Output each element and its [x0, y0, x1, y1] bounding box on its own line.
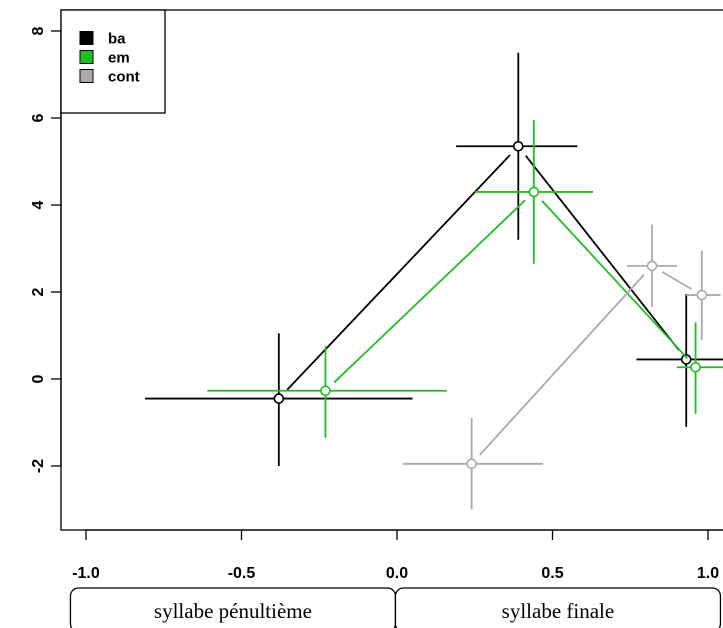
data-point [680, 354, 692, 365]
y-tick-label: 0 [30, 374, 47, 383]
x-tick-label: -1.0 [72, 565, 100, 582]
y-tick-label: 2 [30, 287, 47, 296]
legend-label: em [108, 50, 130, 67]
series-line [333, 199, 526, 384]
series-layer [145, 52, 723, 510]
data-point [696, 289, 708, 301]
data-point [320, 385, 331, 397]
series-ba [145, 52, 723, 466]
segment-box [394, 587, 722, 628]
series-line [541, 200, 689, 360]
legend: ba em cont [60, 9, 166, 114]
series-line [479, 274, 645, 456]
y-tick-label: 4 [30, 200, 47, 209]
y-tick-label: 6 [30, 113, 47, 122]
legend-swatch [79, 69, 94, 83]
data-point [512, 140, 524, 152]
x-tick-label: 1.0 [697, 565, 719, 582]
legend-box [60, 9, 166, 114]
series-cont [403, 224, 721, 510]
series-line [286, 154, 511, 391]
y-tick-label: -2 [30, 459, 47, 473]
data-point [646, 260, 658, 272]
data-point [466, 458, 477, 470]
series-line [661, 271, 692, 290]
series-line [525, 155, 680, 351]
data-point [273, 393, 285, 404]
y-tick-label: 8 [30, 26, 47, 35]
legend-label: cont [108, 69, 140, 86]
x-tick-label: 0.5 [541, 565, 563, 582]
syllable-segments: syllabe pénultième syllabe finale [69, 587, 722, 628]
segment-label: syllabe pénultième [154, 599, 312, 623]
data-point [528, 186, 540, 198]
legend-label: ba [108, 31, 126, 48]
y-axis: -2 0 2 4 6 8 [30, 26, 62, 473]
legend-swatch [79, 31, 94, 45]
segment-label: syllabe finale [502, 599, 615, 623]
data-point [690, 361, 701, 373]
x-tick-label: 0.0 [386, 565, 408, 582]
x-axis: -1.0 -0.5 0.0 0.5 1.0 [72, 529, 723, 582]
legend-swatch [79, 50, 94, 64]
series-em [207, 120, 723, 438]
x-tick-label: -0.5 [228, 565, 256, 582]
